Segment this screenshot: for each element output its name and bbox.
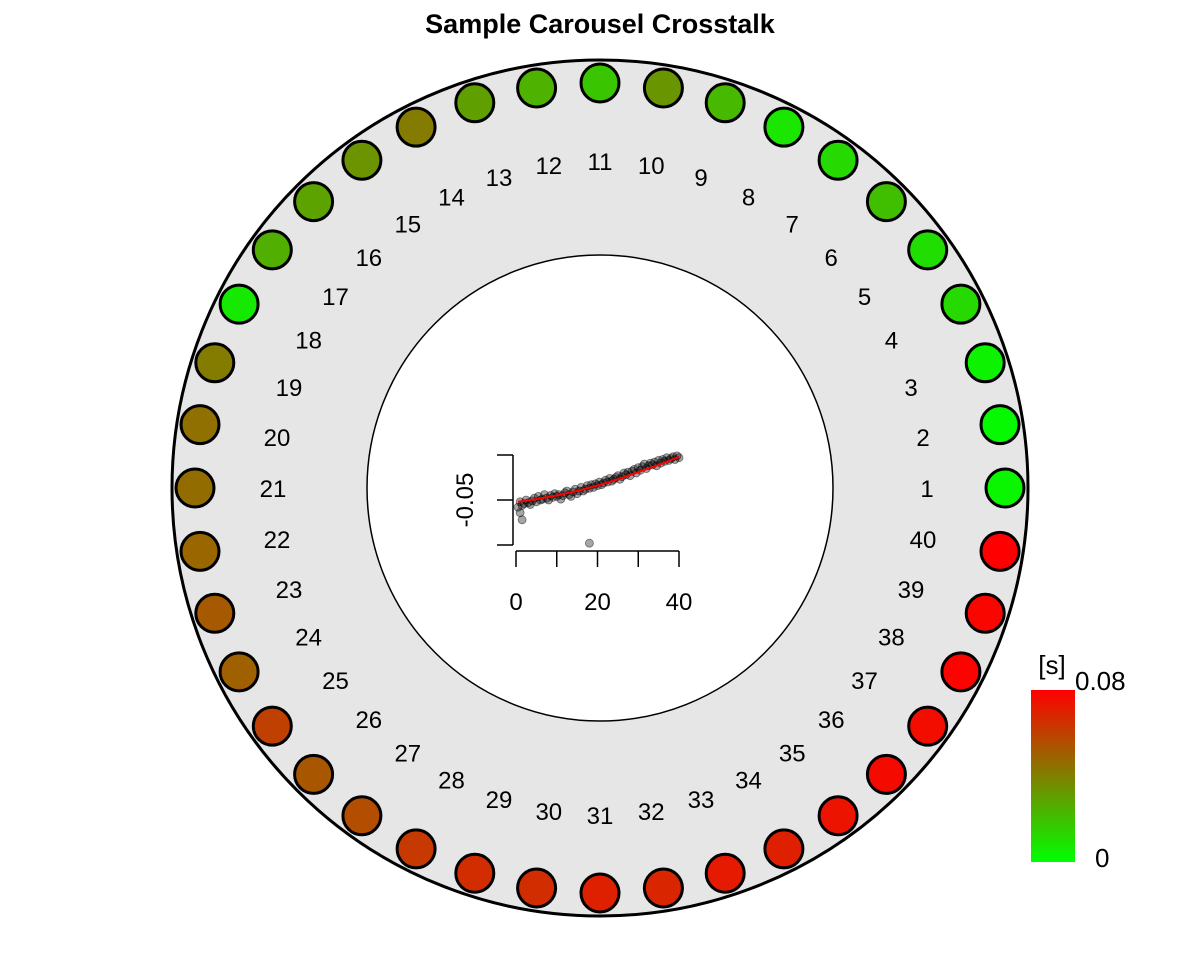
position-label-3: 3 [904,375,917,402]
position-label-40: 40 [910,527,937,554]
position-label-1: 1 [920,476,933,503]
position-label-5: 5 [858,284,871,311]
inset-fit-line [517,455,680,503]
position-label-23: 23 [276,577,303,604]
carousel-position-36 [865,753,907,795]
position-label-21: 21 [260,476,287,503]
carousel-position-23 [194,592,236,634]
position-label-16: 16 [355,245,382,272]
position-label-38: 38 [878,625,905,652]
carousel-position-8 [763,106,805,148]
position-label-26: 26 [355,707,382,734]
inset-x-tick-label: 0 [509,589,522,616]
carousel-position-30 [516,867,558,909]
chart-title: Sample Carousel Crosstalk [425,9,776,39]
carousel-position-22 [179,530,221,572]
carousel-center [366,254,834,722]
position-label-32: 32 [638,799,665,826]
position-label-4: 4 [885,328,898,355]
carousel-position-5 [907,229,949,271]
position-label-24: 24 [295,625,322,652]
colorbar-unit-label: [s] [1038,650,1065,680]
carousel-position-35 [817,795,859,837]
colorbar-min-label: 0 [1095,843,1109,873]
position-label-22: 22 [264,527,291,554]
position-label-13: 13 [486,165,513,192]
position-label-34: 34 [735,767,762,794]
position-label-19: 19 [276,375,303,402]
carousel-position-18 [218,283,260,325]
carousel-position-25 [251,705,293,747]
carousel-position-28 [395,828,437,870]
carousel-position-39 [964,592,1006,634]
carousel-position-12 [516,67,558,109]
position-label-37: 37 [851,668,878,695]
carousel-position-31 [579,872,621,914]
position-label-33: 33 [688,787,715,814]
position-label-39: 39 [898,577,925,604]
position-label-11: 11 [588,149,613,176]
position-label-12: 12 [535,153,562,180]
position-label-8: 8 [742,185,755,212]
carousel-position-14 [395,106,437,148]
position-label-17: 17 [322,284,349,311]
carousel-position-3 [964,342,1006,384]
inset-scatter-plot: 0 20 40 -0.05 [452,451,693,616]
carousel-position-17 [251,229,293,271]
carousel-position-9 [704,82,746,124]
position-label-15: 15 [394,212,421,239]
position-label-28: 28 [438,767,465,794]
position-label-31: 31 [587,803,614,830]
carousel-position-19 [194,342,236,384]
position-label-14: 14 [438,185,465,212]
colorbar-max-label: 0.08 [1075,666,1126,696]
position-label-27: 27 [394,741,421,768]
carousel-position-13 [454,82,496,124]
carousel-position-33 [704,852,746,894]
position-label-29: 29 [486,787,513,814]
carousel-positions: 1234567891011121314151617181920212223242… [174,62,1026,914]
inset-data-point [585,538,594,548]
carousel-position-40 [979,530,1021,572]
carousel-position-37 [907,705,949,747]
position-label-35: 35 [779,741,806,768]
carousel-position-24 [218,651,260,693]
carousel-position-26 [293,753,335,795]
inset-data-point [515,508,525,517]
position-label-9: 9 [694,165,707,192]
position-label-6: 6 [825,245,838,272]
carousel-position-27 [341,795,383,837]
position-label-2: 2 [916,425,929,452]
inset-y-tick-label: -0.05 [452,473,479,528]
position-label-36: 36 [818,707,845,734]
inset-data-point [517,515,527,525]
position-label-20: 20 [264,425,291,452]
carousel-position-4 [940,283,982,325]
carousel-position-34 [763,828,805,870]
inset-x-tick-label: 20 [584,589,611,616]
position-label-10: 10 [638,153,665,180]
carousel-position-2 [979,404,1021,446]
carousel-position-20 [179,404,221,446]
carousel-position-10 [642,67,684,109]
carousel-position-7 [817,139,859,181]
carousel-position-15 [341,139,383,181]
colorbar [1031,690,1075,862]
carousel-position-29 [454,852,496,894]
position-label-18: 18 [295,328,322,355]
position-label-30: 30 [535,799,562,826]
carousel-position-21 [174,467,216,509]
carousel-position-6 [865,181,907,223]
carousel-position-16 [293,181,335,223]
inset-x-tick-label: 40 [666,589,693,616]
carousel-position-11 [579,62,621,104]
carousel-position-1 [984,467,1026,509]
position-label-25: 25 [322,668,349,695]
carousel-position-38 [940,651,982,693]
position-label-7: 7 [786,212,799,239]
carousel-position-32 [642,867,684,909]
